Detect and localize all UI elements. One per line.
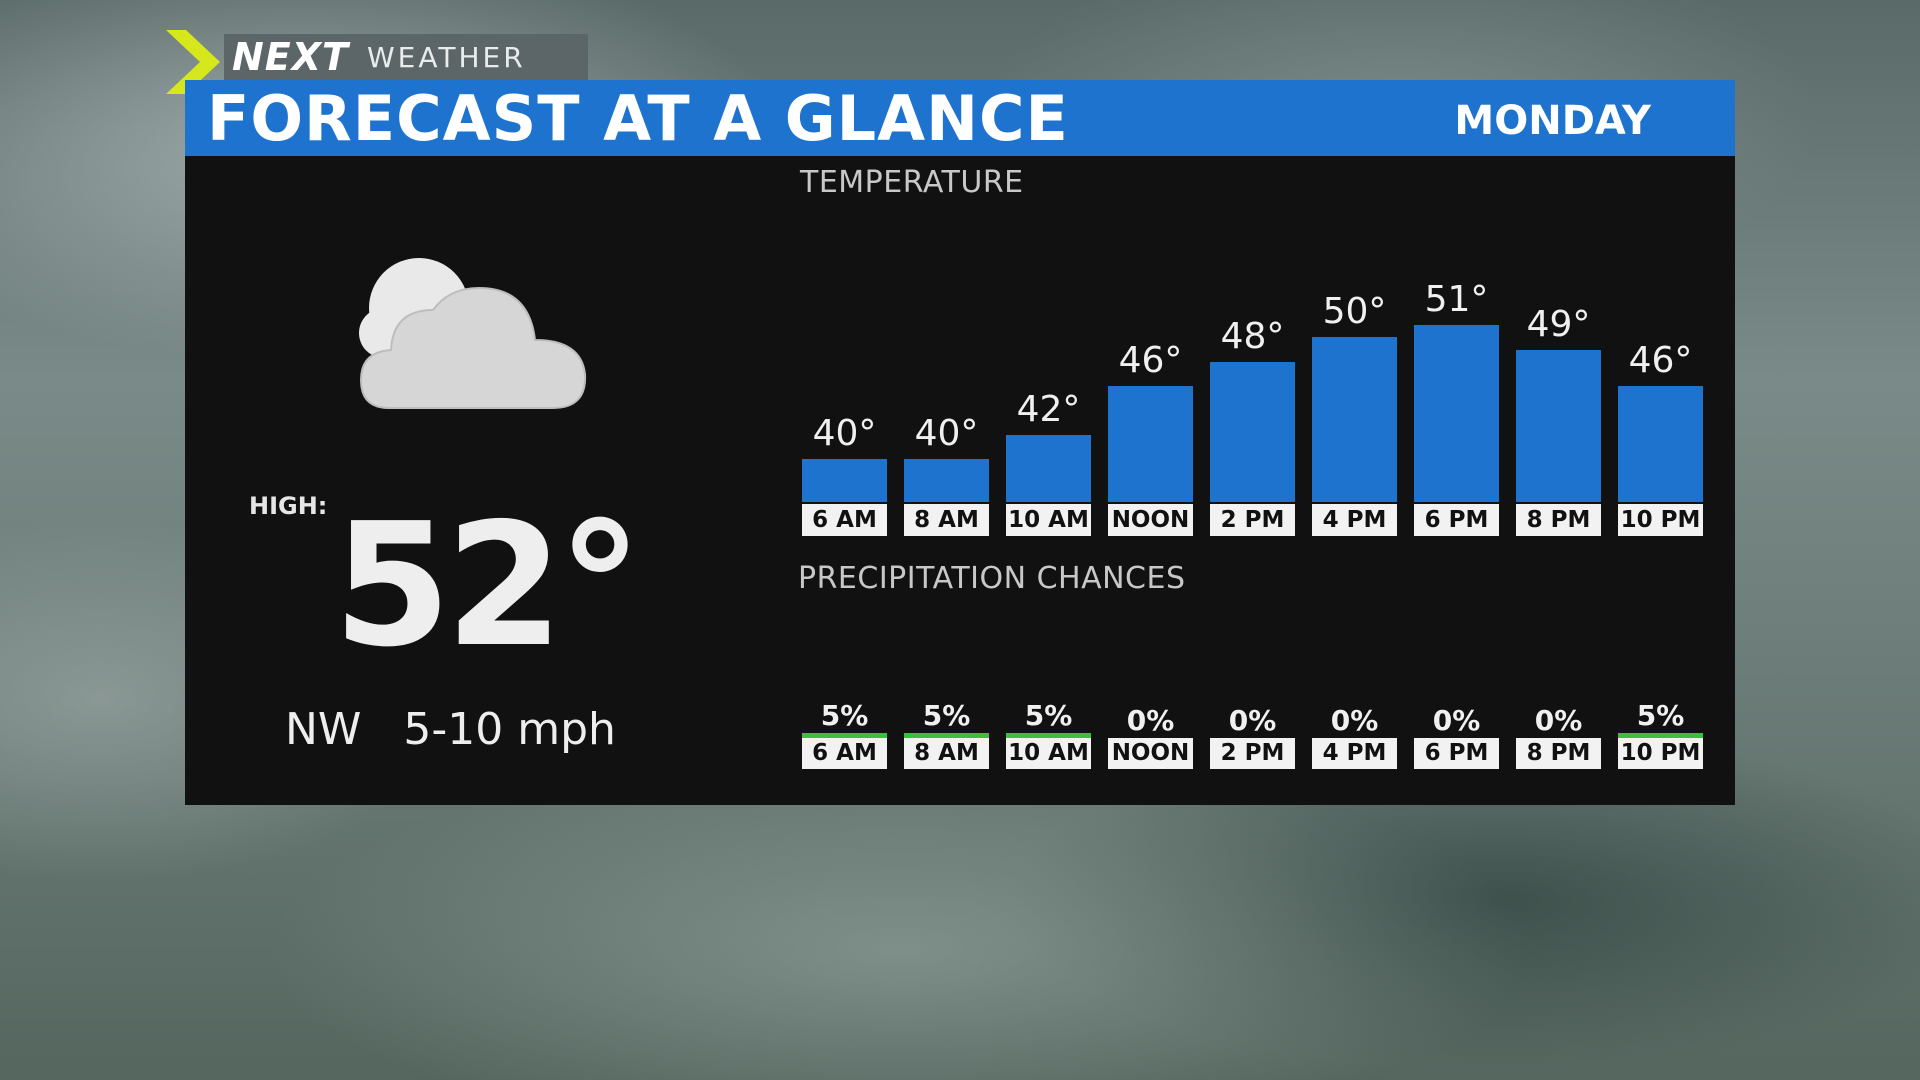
temperature-time-label: 6 PM (1414, 504, 1499, 536)
page-title: FORECAST AT A GLANCE (207, 82, 1069, 155)
temperature-bar (1414, 325, 1499, 502)
precipitation-bar (1618, 733, 1703, 738)
header-bar: FORECAST AT A GLANCE MONDAY (185, 80, 1735, 156)
temperature-value-label: 42° (1016, 388, 1081, 430)
temperature-time-label: 4 PM (1312, 504, 1397, 536)
precipitation-time-label: 8 PM (1516, 738, 1601, 769)
temperature-bar (802, 459, 887, 502)
temperature-bar (1312, 337, 1397, 502)
forecast-day: MONDAY (1454, 98, 1651, 144)
temperature-value-label: 50° (1322, 291, 1387, 333)
brand-primary: NEXT (232, 35, 349, 79)
precipitation-bar (802, 733, 887, 738)
temperature-time-label: 2 PM (1210, 504, 1295, 536)
temperature-value-label: 49° (1526, 303, 1591, 345)
precipitation-bar (1006, 733, 1091, 738)
brand-badge: NEXT WEATHER (224, 34, 588, 80)
precipitation-value-label: 5% (1024, 699, 1073, 732)
wind-speed: 5-10 mph (403, 704, 616, 755)
temperature-chart-title: TEMPERATURE (800, 165, 1024, 200)
temperature-time-label: 10 PM (1618, 504, 1703, 536)
brand-secondary: WEATHER (366, 40, 526, 74)
temperature-bar (904, 459, 989, 502)
precipitation-time-label: 6 PM (1414, 738, 1499, 769)
precipitation-value-label: 0% (1330, 704, 1379, 737)
temperature-time-label: 10 AM (1006, 504, 1091, 536)
temperature-bar (1108, 386, 1193, 502)
precipitation-time-label: NOON (1108, 738, 1193, 769)
temperature-value-label: 40° (914, 413, 979, 455)
temperature-time-label: 6 AM (802, 504, 887, 536)
precipitation-value-label: 0% (1228, 704, 1277, 737)
temperature-time-label: 8 PM (1516, 504, 1601, 536)
temperature-bar (1006, 434, 1091, 502)
precipitation-chart-title: PRECIPITATION CHANCES (798, 561, 1186, 596)
temperature-bar (1618, 386, 1703, 502)
precipitation-value-label: 5% (922, 699, 971, 732)
temperature-bar (1516, 349, 1601, 502)
precipitation-time-label: 10 PM (1618, 738, 1703, 769)
temperature-value-label: 46° (1118, 340, 1183, 382)
temperature-time-label: NOON (1108, 504, 1193, 536)
precipitation-value-label: 0% (1432, 704, 1481, 737)
high-temperature: 52° (333, 487, 643, 685)
forecast-panel: HIGH: 52° NW 5-10 mph TEMPERATURE PRECIP… (185, 156, 1735, 805)
precipitation-time-label: 2 PM (1210, 738, 1295, 769)
cloudy-icon (359, 258, 587, 409)
temperature-value-label: 40° (812, 413, 877, 455)
precipitation-time-label: 6 AM (802, 738, 887, 769)
precipitation-value-label: 0% (1534, 704, 1583, 737)
temperature-value-label: 46° (1628, 340, 1693, 382)
wind-info: NW 5-10 mph (285, 704, 616, 755)
temperature-time-label: 8 AM (904, 504, 989, 536)
precipitation-value-label: 0% (1126, 704, 1175, 737)
high-label: HIGH: (249, 492, 328, 520)
precipitation-value-label: 5% (820, 699, 869, 732)
precipitation-value-label: 5% (1636, 699, 1685, 732)
precipitation-bar (904, 733, 989, 738)
precipitation-time-label: 8 AM (904, 738, 989, 769)
precipitation-time-label: 4 PM (1312, 738, 1397, 769)
temperature-bar (1210, 361, 1295, 502)
precipitation-time-label: 10 AM (1006, 738, 1091, 769)
wind-direction: NW (285, 704, 362, 755)
temperature-value-label: 51° (1424, 279, 1489, 321)
temperature-value-label: 48° (1220, 315, 1285, 357)
